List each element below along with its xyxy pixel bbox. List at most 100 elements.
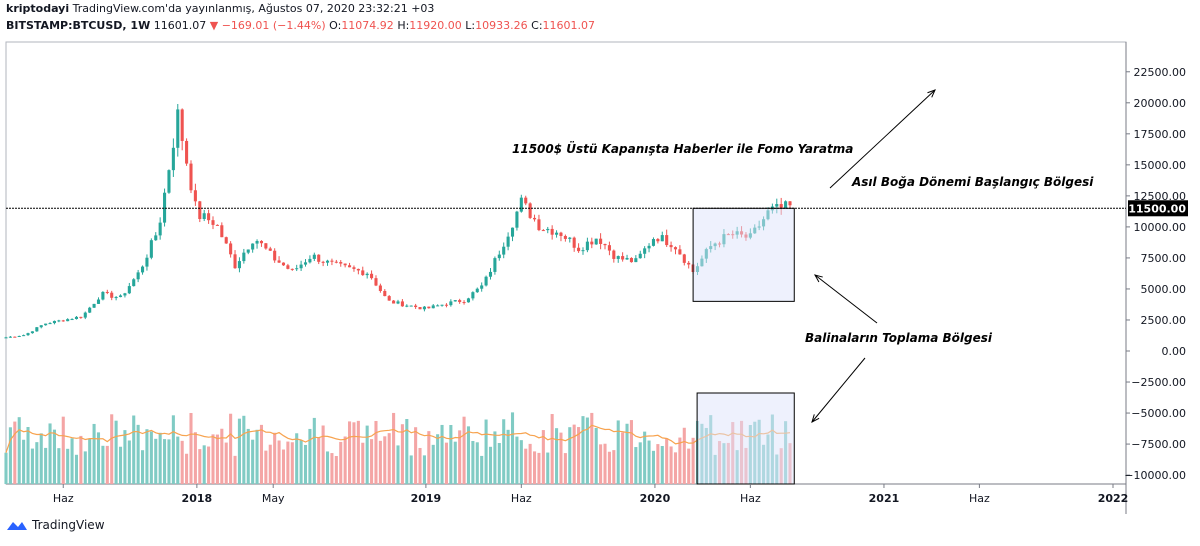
volume-bar bbox=[259, 424, 264, 484]
candle-body bbox=[502, 246, 506, 255]
candle-body bbox=[506, 236, 510, 247]
volume-bar bbox=[189, 412, 193, 484]
candle-body bbox=[651, 239, 656, 246]
candle-body bbox=[519, 197, 523, 212]
candle-body bbox=[123, 293, 127, 296]
volume-bar bbox=[484, 419, 488, 484]
volume-bar bbox=[88, 438, 92, 484]
candle-body bbox=[656, 239, 660, 242]
candle-body bbox=[418, 307, 422, 310]
candle-body bbox=[140, 266, 145, 273]
volume-bar bbox=[273, 432, 277, 484]
price-tick-label: −10000.00 bbox=[1124, 469, 1186, 482]
volume-bar bbox=[163, 439, 167, 484]
volume-bar bbox=[4, 452, 8, 484]
volume-bar bbox=[590, 412, 594, 484]
arrow-to-volume-box bbox=[811, 357, 866, 423]
volume-bar bbox=[118, 446, 123, 484]
annotation-fomo: 11500$ Üstü Kapanışta Haberler ile Fomo … bbox=[512, 141, 853, 156]
volume-bar bbox=[17, 417, 21, 484]
candle-body bbox=[590, 241, 594, 245]
last-price: 11601.07 bbox=[153, 19, 207, 32]
volume-bar bbox=[299, 440, 303, 484]
candle-body bbox=[74, 316, 79, 320]
candle-body bbox=[312, 254, 316, 259]
volume-bar bbox=[378, 440, 382, 484]
volume-bar bbox=[422, 455, 426, 484]
candle-body bbox=[57, 320, 61, 322]
volume-bar bbox=[532, 451, 537, 484]
author-name: kriptodayi bbox=[6, 2, 70, 15]
candle-body bbox=[444, 304, 448, 306]
candle-body bbox=[669, 245, 673, 248]
candle-body bbox=[612, 250, 616, 259]
volume-bar bbox=[8, 427, 12, 484]
candle-body bbox=[462, 302, 466, 304]
high-label: H: bbox=[397, 19, 410, 32]
candle-body bbox=[110, 292, 114, 298]
volume-bar bbox=[568, 427, 572, 484]
volume-bar bbox=[66, 448, 70, 484]
volume-bar bbox=[546, 452, 550, 484]
candle-body bbox=[39, 325, 43, 328]
time-tick-label: 2022 bbox=[1098, 492, 1129, 505]
candle-body bbox=[66, 319, 70, 322]
volume-bar bbox=[396, 445, 400, 484]
volume-bar bbox=[312, 417, 316, 484]
candle-body bbox=[484, 276, 488, 286]
volume-bar bbox=[207, 446, 211, 484]
price-line-label: 11500.00 bbox=[1128, 202, 1186, 215]
volume-bar bbox=[242, 415, 246, 484]
low-label: L: bbox=[465, 19, 476, 32]
volume-bar bbox=[264, 450, 268, 484]
volume-bar bbox=[541, 430, 545, 484]
volume-bar bbox=[96, 432, 101, 484]
volume-bar bbox=[444, 442, 448, 484]
arrow-to-price-box bbox=[814, 274, 878, 324]
candle-body bbox=[180, 109, 184, 141]
volume-bar bbox=[237, 418, 241, 484]
volume-bar bbox=[140, 450, 145, 484]
volume-bar bbox=[436, 434, 440, 484]
volume-bar bbox=[612, 450, 616, 484]
volume-bar bbox=[286, 441, 290, 484]
candle-body bbox=[48, 323, 52, 325]
candle-body bbox=[290, 268, 294, 270]
annotation-arrows bbox=[811, 89, 936, 423]
volume-bar bbox=[176, 436, 180, 484]
candle-body bbox=[581, 250, 585, 252]
candle-body bbox=[784, 201, 788, 208]
candle-body bbox=[13, 336, 17, 338]
time-tick-label: 2019 bbox=[411, 492, 442, 505]
candle-body bbox=[471, 292, 475, 299]
candle-body bbox=[255, 240, 259, 244]
volume-bar bbox=[193, 432, 197, 484]
price-tick-label: 7500.00 bbox=[1141, 252, 1187, 265]
annotation-boxes bbox=[692, 207, 795, 485]
time-tick-label: Haz bbox=[511, 492, 532, 505]
annotation-whales: Balinaların Toplama Bölgesi bbox=[805, 331, 993, 345]
volume-bar bbox=[149, 431, 153, 484]
candle-body bbox=[224, 237, 228, 244]
price-tick-label: 12500.00 bbox=[1134, 190, 1187, 203]
candle-body bbox=[286, 265, 290, 269]
volume-bar bbox=[171, 415, 175, 484]
price-tick-label: 17500.00 bbox=[1134, 128, 1187, 141]
volume-bar bbox=[61, 416, 65, 484]
time-tick-label: Haz bbox=[969, 492, 990, 505]
volume-bar bbox=[356, 420, 360, 484]
volume-bar bbox=[537, 452, 541, 484]
candle-body bbox=[475, 288, 479, 293]
volume-bar bbox=[427, 431, 431, 484]
volume-bar bbox=[198, 449, 202, 484]
volume-bar bbox=[52, 429, 56, 484]
candle-body bbox=[528, 203, 532, 218]
volume-bar bbox=[638, 442, 642, 484]
volume-bar bbox=[572, 424, 576, 484]
candle-body bbox=[325, 260, 330, 263]
candle-body bbox=[541, 230, 545, 232]
volume-bar bbox=[211, 434, 215, 484]
candle-body bbox=[370, 273, 374, 279]
candle-body bbox=[30, 331, 34, 334]
